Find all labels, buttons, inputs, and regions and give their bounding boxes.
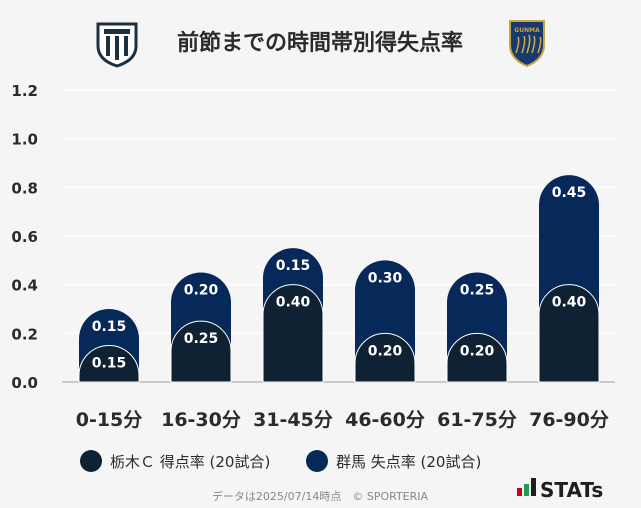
emblem-bar-center <box>115 36 119 60</box>
bar-label-home: 0.25 <box>184 331 219 347</box>
bar-home-segment <box>262 284 324 383</box>
y-tick-label: 0.8 <box>11 179 38 197</box>
bar-label-home: 0.20 <box>368 343 403 359</box>
bar-layer: 0.15 0.15 0.25 0.20 0.40 0.15 0.20 0.30 0.20 0.25… <box>78 175 600 383</box>
tochigi-c-emblem-icon <box>96 22 138 68</box>
stats-logo-icon <box>517 478 536 496</box>
emblem-shield <box>509 20 545 68</box>
x-category-label: 0-15分 <box>76 409 143 431</box>
bar-label-away: 0.15 <box>276 258 311 274</box>
x-category-label: 31-45分 <box>253 409 333 431</box>
bar-label-home: 0.15 <box>92 356 127 372</box>
emblem-flames <box>515 34 542 54</box>
bar-home-segment <box>538 284 600 383</box>
emblem-text: GUNMA <box>514 27 540 34</box>
x-category-label: 46-60分 <box>345 409 425 431</box>
y-axis: 0.0 0.2 0.4 0.6 0.8 1.0 1.2 <box>11 82 38 392</box>
emblem-bar-left <box>106 36 110 56</box>
stats-logo-bar-red <box>517 488 522 496</box>
x-axis: 0-15分 16-30分 31-45分 46-60分 61-75分 76-90分 <box>76 409 609 431</box>
x-category-label: 76-90分 <box>529 409 609 431</box>
y-tick-label: 1.0 <box>11 131 38 149</box>
legend-swatch-away <box>306 450 328 472</box>
grid-layer <box>62 89 615 383</box>
y-tick-label: 0.2 <box>11 325 38 343</box>
gunma-emblem-icon: GUNMA <box>509 20 545 68</box>
bar-home-segment <box>170 320 232 383</box>
y-tick-label: 1.2 <box>11 82 38 100</box>
bar-label-home: 0.40 <box>276 295 311 311</box>
x-category-label: 16-30分 <box>161 409 241 431</box>
bar-home-segment <box>354 332 416 383</box>
bar-label-home: 0.20 <box>460 343 495 359</box>
legend-label-away: 群馬 失点率 (20試合) <box>336 453 481 471</box>
bar-label-home: 0.40 <box>552 295 587 311</box>
stats-logo-bar-green <box>524 484 529 496</box>
bar-label-away: 0.15 <box>92 319 127 335</box>
legend-swatch-home <box>80 450 102 472</box>
y-tick-label: 0.0 <box>11 374 38 392</box>
bar-home-segment <box>78 345 140 383</box>
emblem-bar-top <box>104 29 130 34</box>
chart-title: 前節までの時間帯別得失点率 <box>177 30 463 56</box>
bar-label-away: 0.25 <box>460 283 495 299</box>
footer-note: データは2025/07/14時点 © SPORTERIA <box>212 489 429 503</box>
bar-label-away: 0.20 <box>184 283 219 299</box>
stats-logo-bar-dark <box>531 478 536 496</box>
stats-brand: STATs <box>540 478 603 502</box>
legend: 栃木Ｃ 得点率 (20試合) 群馬 失点率 (20試合) <box>80 450 481 472</box>
legend-label-home: 栃木Ｃ 得点率 (20試合) <box>110 453 270 471</box>
emblem-bar-right <box>124 36 128 56</box>
y-tick-label: 0.6 <box>11 228 38 246</box>
y-tick-label: 0.4 <box>11 277 38 295</box>
bar-label-away: 0.45 <box>552 185 587 201</box>
x-category-label: 61-75分 <box>437 409 517 431</box>
bar-label-away: 0.30 <box>368 270 403 286</box>
bar-home-segment <box>446 332 508 383</box>
